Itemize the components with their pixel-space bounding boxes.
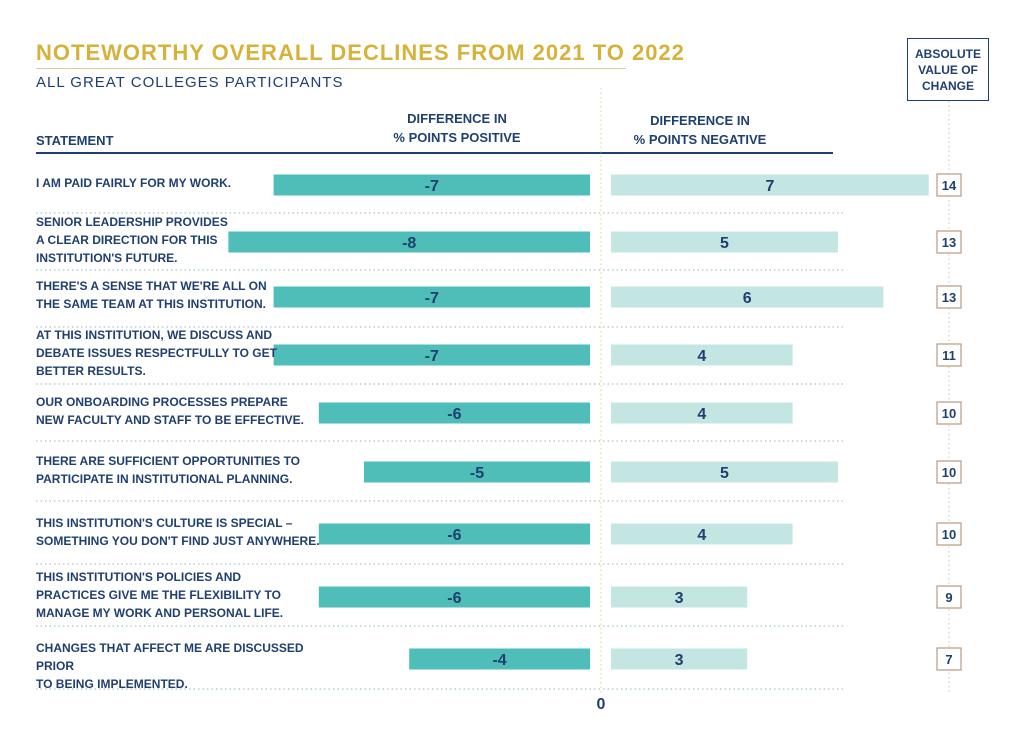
negative-bar-value: 5 bbox=[720, 465, 729, 482]
absolute-value-box bbox=[936, 647, 962, 671]
positive-bar-value: -8 bbox=[402, 235, 416, 252]
negative-bar bbox=[611, 402, 793, 424]
absolute-value-box bbox=[936, 522, 962, 546]
chart-subtitle: ALL GREAT COLLEGES PARTICIPANTS bbox=[36, 74, 344, 91]
positive-bar-value: -7 bbox=[425, 290, 439, 307]
positive-bar bbox=[273, 174, 590, 196]
absolute-value-box bbox=[936, 173, 962, 197]
statement-label: THIS INSTITUTION'S POLICIES AND PRACTICE… bbox=[36, 570, 284, 620]
positive-column-header: DIFFERENCE IN % POINTS POSITIVE bbox=[393, 111, 521, 145]
statement-label: THERE ARE SUFFICIENT OPPORTUNITIES TO PA… bbox=[36, 454, 301, 486]
negative-bar-value: 4 bbox=[697, 406, 706, 423]
positive-bar bbox=[228, 231, 590, 253]
positive-bar-value: -6 bbox=[447, 527, 461, 544]
negative-bar-value: 5 bbox=[720, 235, 729, 252]
absolute-value-box bbox=[936, 343, 962, 367]
negative-bar bbox=[611, 461, 838, 483]
header-rule bbox=[36, 152, 833, 154]
negative-column-header: DIFFERENCE IN % POINTS NEGATIVE bbox=[633, 113, 767, 147]
negative-bar-value: 4 bbox=[697, 527, 706, 544]
absolute-value-label: 13 bbox=[942, 290, 956, 305]
absolute-value-box bbox=[936, 460, 962, 484]
positive-bar bbox=[318, 586, 590, 608]
positive-bar bbox=[273, 344, 590, 366]
positive-bar-value: -5 bbox=[470, 465, 484, 482]
negative-bar bbox=[611, 286, 884, 308]
positive-bar-value: -4 bbox=[492, 652, 506, 669]
positive-bar bbox=[318, 523, 590, 545]
negative-bar-value: 4 bbox=[697, 348, 706, 365]
negative-bar bbox=[611, 586, 748, 608]
negative-bar bbox=[611, 344, 793, 366]
negative-bar-value: 3 bbox=[675, 590, 684, 607]
absolute-value-label: 10 bbox=[942, 406, 956, 421]
title-underline bbox=[36, 68, 626, 69]
absolute-value-box bbox=[936, 230, 962, 254]
statement-label: OUR ONBOARDING PROCESSES PREPARE NEW FAC… bbox=[36, 395, 305, 427]
absolute-value-label: 10 bbox=[942, 465, 956, 480]
negative-bar-value: 6 bbox=[743, 290, 752, 307]
absolute-value-label: 10 bbox=[942, 527, 956, 542]
absolute-value-label: 9 bbox=[945, 590, 952, 605]
positive-bar-value: -7 bbox=[425, 178, 439, 195]
zero-axis-label: 0 bbox=[596, 696, 606, 713]
statement-label: CHANGES THAT AFFECT ME ARE DISCUSSED PRI… bbox=[36, 641, 304, 691]
absolute-value-header: ABSOLUTE VALUE OF CHANGE bbox=[907, 38, 989, 101]
absolute-value-label: 14 bbox=[942, 178, 957, 193]
positive-bar-value: -6 bbox=[447, 406, 461, 423]
negative-bar bbox=[611, 648, 748, 670]
negative-bar-value: 3 bbox=[675, 652, 684, 669]
absolute-value-box bbox=[936, 285, 962, 309]
statement-label: THERE'S A SENSE THAT WE'RE ALL ON THE SA… bbox=[36, 279, 267, 311]
absolute-value-label: 7 bbox=[945, 652, 952, 667]
negative-bar bbox=[611, 231, 838, 253]
positive-bar bbox=[364, 461, 590, 483]
absolute-value-box bbox=[936, 401, 962, 425]
statement-label: I AM PAID FAIRLY FOR MY WORK. bbox=[36, 176, 232, 190]
positive-bar bbox=[409, 648, 590, 670]
positive-bar bbox=[273, 286, 590, 308]
statement-label: THIS INSTITUTION'S CULTURE IS SPECIAL – … bbox=[36, 516, 320, 548]
positive-bar-value: -6 bbox=[447, 590, 461, 607]
absolute-value-label: 13 bbox=[942, 235, 956, 250]
negative-bar-value: 7 bbox=[765, 178, 774, 195]
positive-bar bbox=[318, 402, 590, 424]
statement-column-header: STATEMENT bbox=[36, 133, 114, 148]
positive-bar-value: -7 bbox=[425, 348, 439, 365]
absolute-value-label: 11 bbox=[942, 348, 956, 363]
negative-bar bbox=[611, 523, 793, 545]
negative-bar bbox=[611, 174, 929, 196]
absolute-value-box bbox=[936, 585, 962, 609]
chart-title: NOTEWORTHY OVERALL DECLINES FROM 2021 TO… bbox=[36, 40, 685, 65]
statement-label: SENIOR LEADERSHIP PROVIDES A CLEAR DIREC… bbox=[36, 215, 228, 265]
statement-label: AT THIS INSTITUTION, WE DISCUSS AND DEBA… bbox=[36, 328, 277, 378]
